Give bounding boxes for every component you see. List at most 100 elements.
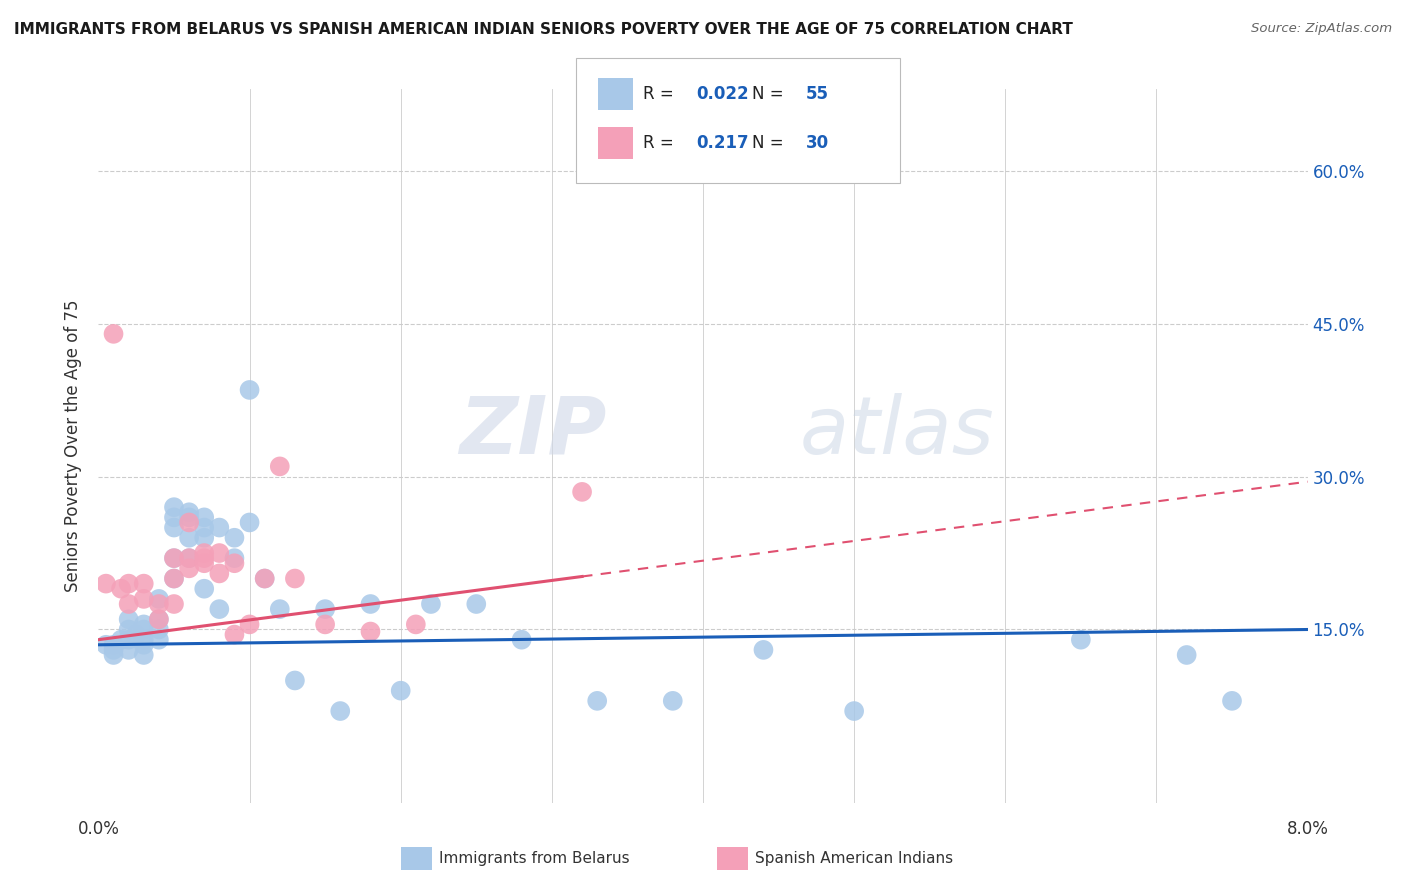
Text: 55: 55: [806, 85, 828, 103]
Point: [148, 612, 170, 626]
Point: [208, 602, 231, 616]
Point: [193, 531, 215, 545]
Point: [118, 643, 141, 657]
Point: [179, 505, 201, 519]
Point: [118, 576, 141, 591]
Point: [284, 673, 307, 688]
Point: [239, 516, 262, 530]
Point: [253, 572, 276, 586]
Point: [163, 510, 186, 524]
Point: [224, 627, 246, 641]
Point: [132, 591, 155, 606]
Point: [163, 520, 186, 534]
Point: [163, 572, 186, 586]
Point: [510, 632, 533, 647]
Text: atlas: atlas: [800, 392, 994, 471]
Point: [132, 648, 155, 662]
Point: [179, 531, 201, 545]
Point: [193, 551, 215, 566]
Y-axis label: Seniors Poverty Over the Age of 75: Seniors Poverty Over the Age of 75: [65, 300, 83, 592]
Point: [103, 326, 125, 341]
Point: [148, 612, 170, 626]
Point: [163, 597, 186, 611]
Point: [125, 627, 148, 641]
Point: [571, 484, 593, 499]
Point: [193, 582, 215, 596]
Point: [132, 638, 155, 652]
Point: [239, 383, 262, 397]
Text: Spanish American Indians: Spanish American Indians: [755, 851, 953, 865]
Point: [193, 510, 215, 524]
Point: [118, 612, 141, 626]
Point: [132, 576, 155, 591]
Point: [269, 602, 291, 616]
Text: 0.0%: 0.0%: [77, 820, 120, 838]
Point: [208, 546, 231, 560]
Point: [329, 704, 352, 718]
Point: [662, 694, 685, 708]
Point: [208, 566, 231, 581]
Text: N =: N =: [752, 134, 789, 152]
Point: [465, 597, 488, 611]
Text: 0.217: 0.217: [696, 134, 748, 152]
Point: [193, 546, 215, 560]
Text: Source: ZipAtlas.com: Source: ZipAtlas.com: [1251, 22, 1392, 36]
Text: R =: R =: [643, 134, 679, 152]
Point: [389, 683, 412, 698]
Point: [179, 551, 201, 566]
Point: [1175, 648, 1198, 662]
Point: [586, 694, 609, 708]
Point: [148, 597, 170, 611]
Text: R =: R =: [643, 85, 679, 103]
Point: [179, 510, 201, 524]
Point: [163, 551, 186, 566]
Point: [1070, 632, 1092, 647]
Text: 8.0%: 8.0%: [1286, 820, 1329, 838]
Point: [253, 572, 276, 586]
Point: [110, 582, 132, 596]
Text: 0.022: 0.022: [696, 85, 748, 103]
Point: [844, 704, 866, 718]
Point: [224, 551, 246, 566]
Point: [118, 623, 141, 637]
Point: [314, 602, 336, 616]
Point: [179, 561, 201, 575]
Point: [193, 556, 215, 570]
Point: [284, 572, 307, 586]
Point: [163, 551, 186, 566]
Point: [224, 556, 246, 570]
Point: [103, 643, 125, 657]
Point: [1220, 694, 1243, 708]
Point: [179, 516, 201, 530]
Point: [239, 617, 262, 632]
Point: [148, 623, 170, 637]
Point: [420, 597, 443, 611]
Point: [118, 632, 141, 647]
Point: [148, 591, 170, 606]
Text: 30: 30: [806, 134, 828, 152]
Point: [405, 617, 427, 632]
Point: [269, 459, 291, 474]
Point: [132, 623, 155, 637]
Point: [208, 520, 231, 534]
Point: [118, 597, 141, 611]
Point: [193, 520, 215, 534]
Point: [360, 597, 382, 611]
Point: [148, 632, 170, 647]
Point: [132, 632, 155, 647]
Text: ZIP: ZIP: [458, 392, 606, 471]
Point: [179, 551, 201, 566]
Point: [360, 624, 382, 639]
Point: [752, 643, 775, 657]
Point: [314, 617, 336, 632]
Point: [163, 500, 186, 515]
Point: [103, 638, 125, 652]
Point: [224, 531, 246, 545]
Point: [163, 572, 186, 586]
Point: [103, 648, 125, 662]
Point: [132, 617, 155, 632]
Text: IMMIGRANTS FROM BELARUS VS SPANISH AMERICAN INDIAN SENIORS POVERTY OVER THE AGE : IMMIGRANTS FROM BELARUS VS SPANISH AMERI…: [14, 22, 1073, 37]
Text: N =: N =: [752, 85, 789, 103]
Point: [94, 576, 117, 591]
Point: [110, 632, 132, 647]
